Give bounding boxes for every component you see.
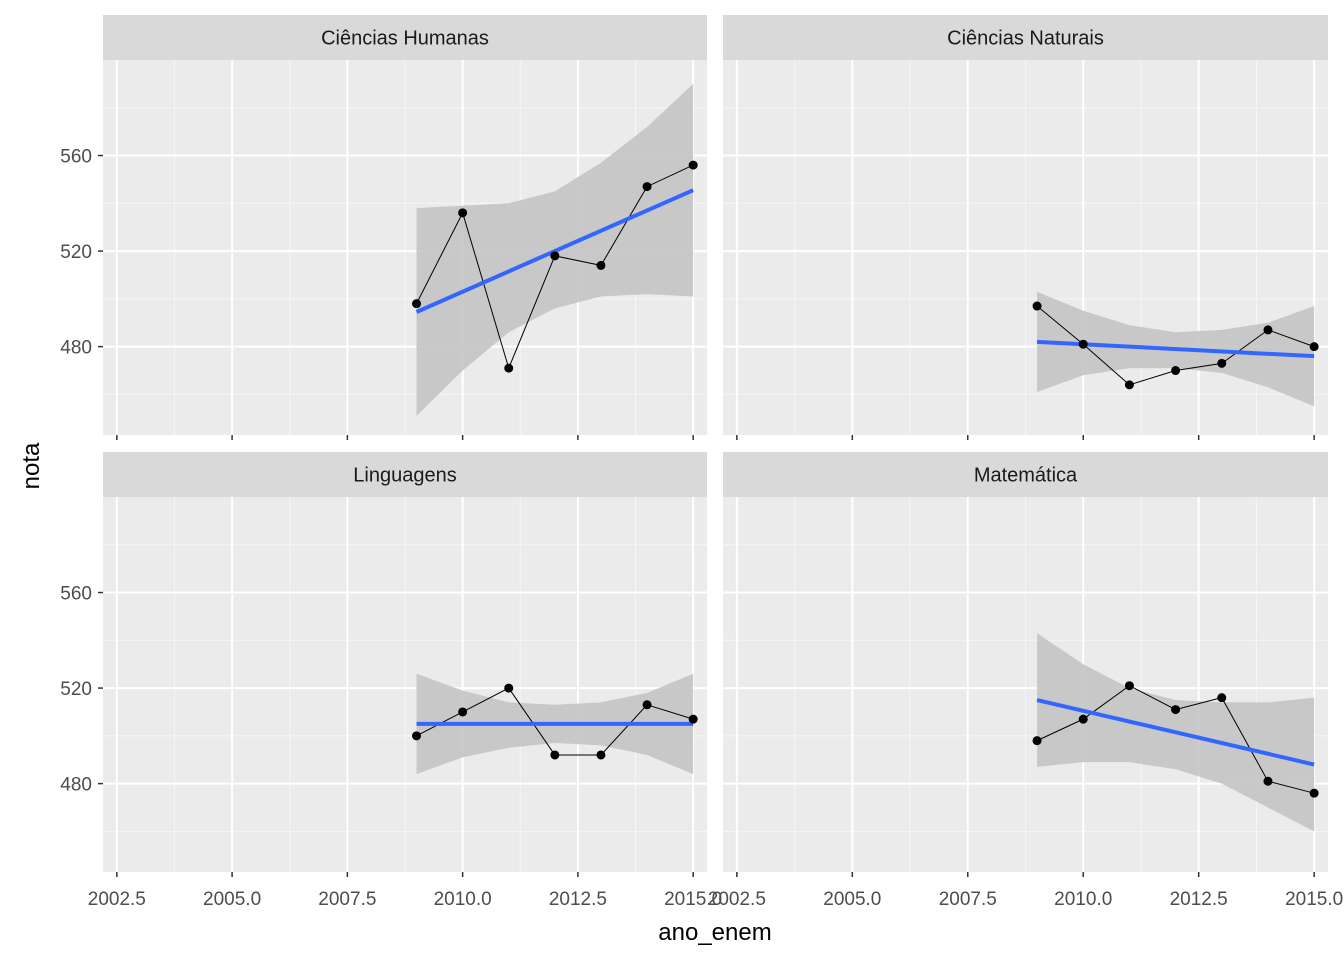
data-point xyxy=(1078,339,1088,349)
facet-strip xyxy=(103,452,707,497)
data-point xyxy=(550,750,560,760)
data-point xyxy=(688,714,698,724)
smooth-fit-line xyxy=(1036,698,1315,767)
x-tick-label: 2007.5 xyxy=(939,889,997,910)
data-point xyxy=(1309,788,1319,798)
x-tick-label: 2002.5 xyxy=(88,889,146,910)
data-point xyxy=(596,750,606,760)
data-point xyxy=(1263,325,1273,335)
y-tick-label: 480 xyxy=(60,775,92,796)
x-tick-label: 2012.5 xyxy=(1170,889,1228,910)
data-point xyxy=(1078,714,1088,724)
data-point xyxy=(412,299,422,309)
facet-strip xyxy=(723,452,1328,497)
data-point xyxy=(596,260,606,270)
facet-strip xyxy=(723,15,1328,60)
data-point xyxy=(1171,366,1181,376)
x-tick-label: 2005.0 xyxy=(203,889,261,910)
data-point xyxy=(1217,358,1227,368)
y-tick-label: 560 xyxy=(60,584,92,605)
x-axis-title: ano_enem xyxy=(658,919,771,946)
facet-strip xyxy=(103,15,707,60)
data-point xyxy=(1217,693,1227,703)
data-point xyxy=(642,700,652,710)
x-tick-label: 2015.0 xyxy=(664,889,722,910)
data-point xyxy=(642,182,652,192)
data-point xyxy=(550,251,560,261)
data-point xyxy=(1032,736,1042,746)
x-tick-label: 2010.0 xyxy=(434,889,492,910)
y-axis-title: nota xyxy=(18,442,45,489)
data-point xyxy=(1171,705,1181,715)
data-point xyxy=(504,363,514,373)
y-tick-label: 480 xyxy=(60,338,92,359)
data-point xyxy=(688,160,698,170)
data-point xyxy=(504,683,514,693)
x-tick-label: 2005.0 xyxy=(823,889,881,910)
data-point xyxy=(1309,342,1319,352)
data-point xyxy=(412,731,422,741)
data-point xyxy=(1124,380,1134,390)
y-tick-label: 520 xyxy=(60,679,92,700)
x-tick-label: 2002.5 xyxy=(708,889,766,910)
facet-panel-3: Linguagens 480 520 560 2002.5 2005.0 2007.5 201… xyxy=(60,452,722,910)
data-point xyxy=(458,707,468,717)
facet-panel-4: Matemática 2002.5 2005.0 2007.5 2010.0 2012.5… xyxy=(708,452,1343,910)
facet-strip-title: Matemática xyxy=(974,465,1078,487)
data-point xyxy=(1124,681,1134,691)
x-tick-label: 2010.0 xyxy=(1054,889,1112,910)
data-point xyxy=(458,208,468,218)
facet-strip-title: Ciências Humanas xyxy=(321,28,489,50)
facet-strip-title: Linguagens xyxy=(353,465,456,487)
data-point xyxy=(1263,776,1273,786)
facet-panel-1: Ciências Humanas 480 520 560 xyxy=(60,15,707,440)
facet-strip-title: Ciências Naturais xyxy=(947,28,1104,50)
y-tick-label: 520 xyxy=(60,242,92,263)
x-tick-label: 2015.0 xyxy=(1285,889,1343,910)
facet-panel-2: Ciências Naturais xyxy=(723,15,1328,440)
data-point xyxy=(1032,301,1042,311)
smooth-fit-line xyxy=(415,188,694,314)
x-tick-label: 2007.5 xyxy=(318,889,376,910)
x-tick-label: 2012.5 xyxy=(549,889,607,910)
y-tick-label: 560 xyxy=(60,147,92,168)
